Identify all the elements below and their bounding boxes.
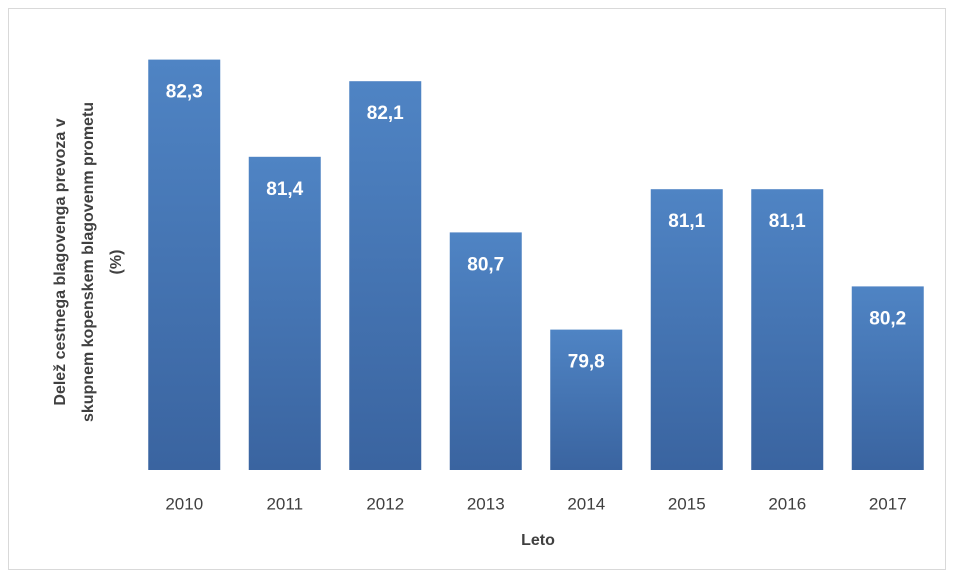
- bar: [851, 286, 924, 470]
- x-tick-label: 2010: [165, 494, 203, 513]
- bar: [248, 156, 321, 471]
- data-label: 80,7: [467, 254, 504, 275]
- bar: [751, 189, 824, 470]
- data-label: 80,2: [869, 308, 906, 329]
- data-label: 81,1: [769, 211, 806, 232]
- y-axis-label-line: skupnem kopenskem blagovenm prometu: [80, 102, 97, 422]
- x-tick-label: 2012: [366, 494, 404, 513]
- x-axis-label: Leto: [521, 532, 555, 549]
- x-tick-label: 2015: [668, 494, 706, 513]
- bar: [349, 81, 422, 470]
- bar: [650, 189, 723, 470]
- data-label: 82,1: [367, 103, 404, 124]
- data-label: 82,3: [166, 82, 203, 103]
- bar: [550, 329, 623, 470]
- y-axis-label: Delež cestnega blagovenga prevoza v skup…: [52, 102, 125, 422]
- y-axis-label-line: (%): [108, 250, 125, 275]
- x-tick-label: 2011: [266, 494, 303, 513]
- data-label: 79,8: [568, 352, 605, 373]
- data-label: 81,4: [266, 179, 303, 200]
- x-tick-label: 2013: [467, 494, 505, 513]
- x-tick-label: 2017: [869, 494, 907, 513]
- bar: [449, 232, 522, 470]
- x-tick-label: 2014: [567, 494, 605, 513]
- data-label: 81,1: [668, 211, 705, 232]
- y-axis-label-line: Delež cestnega blagovenga prevoza v: [52, 118, 69, 405]
- x-tick-label: 2016: [768, 494, 806, 513]
- bar: [148, 59, 221, 470]
